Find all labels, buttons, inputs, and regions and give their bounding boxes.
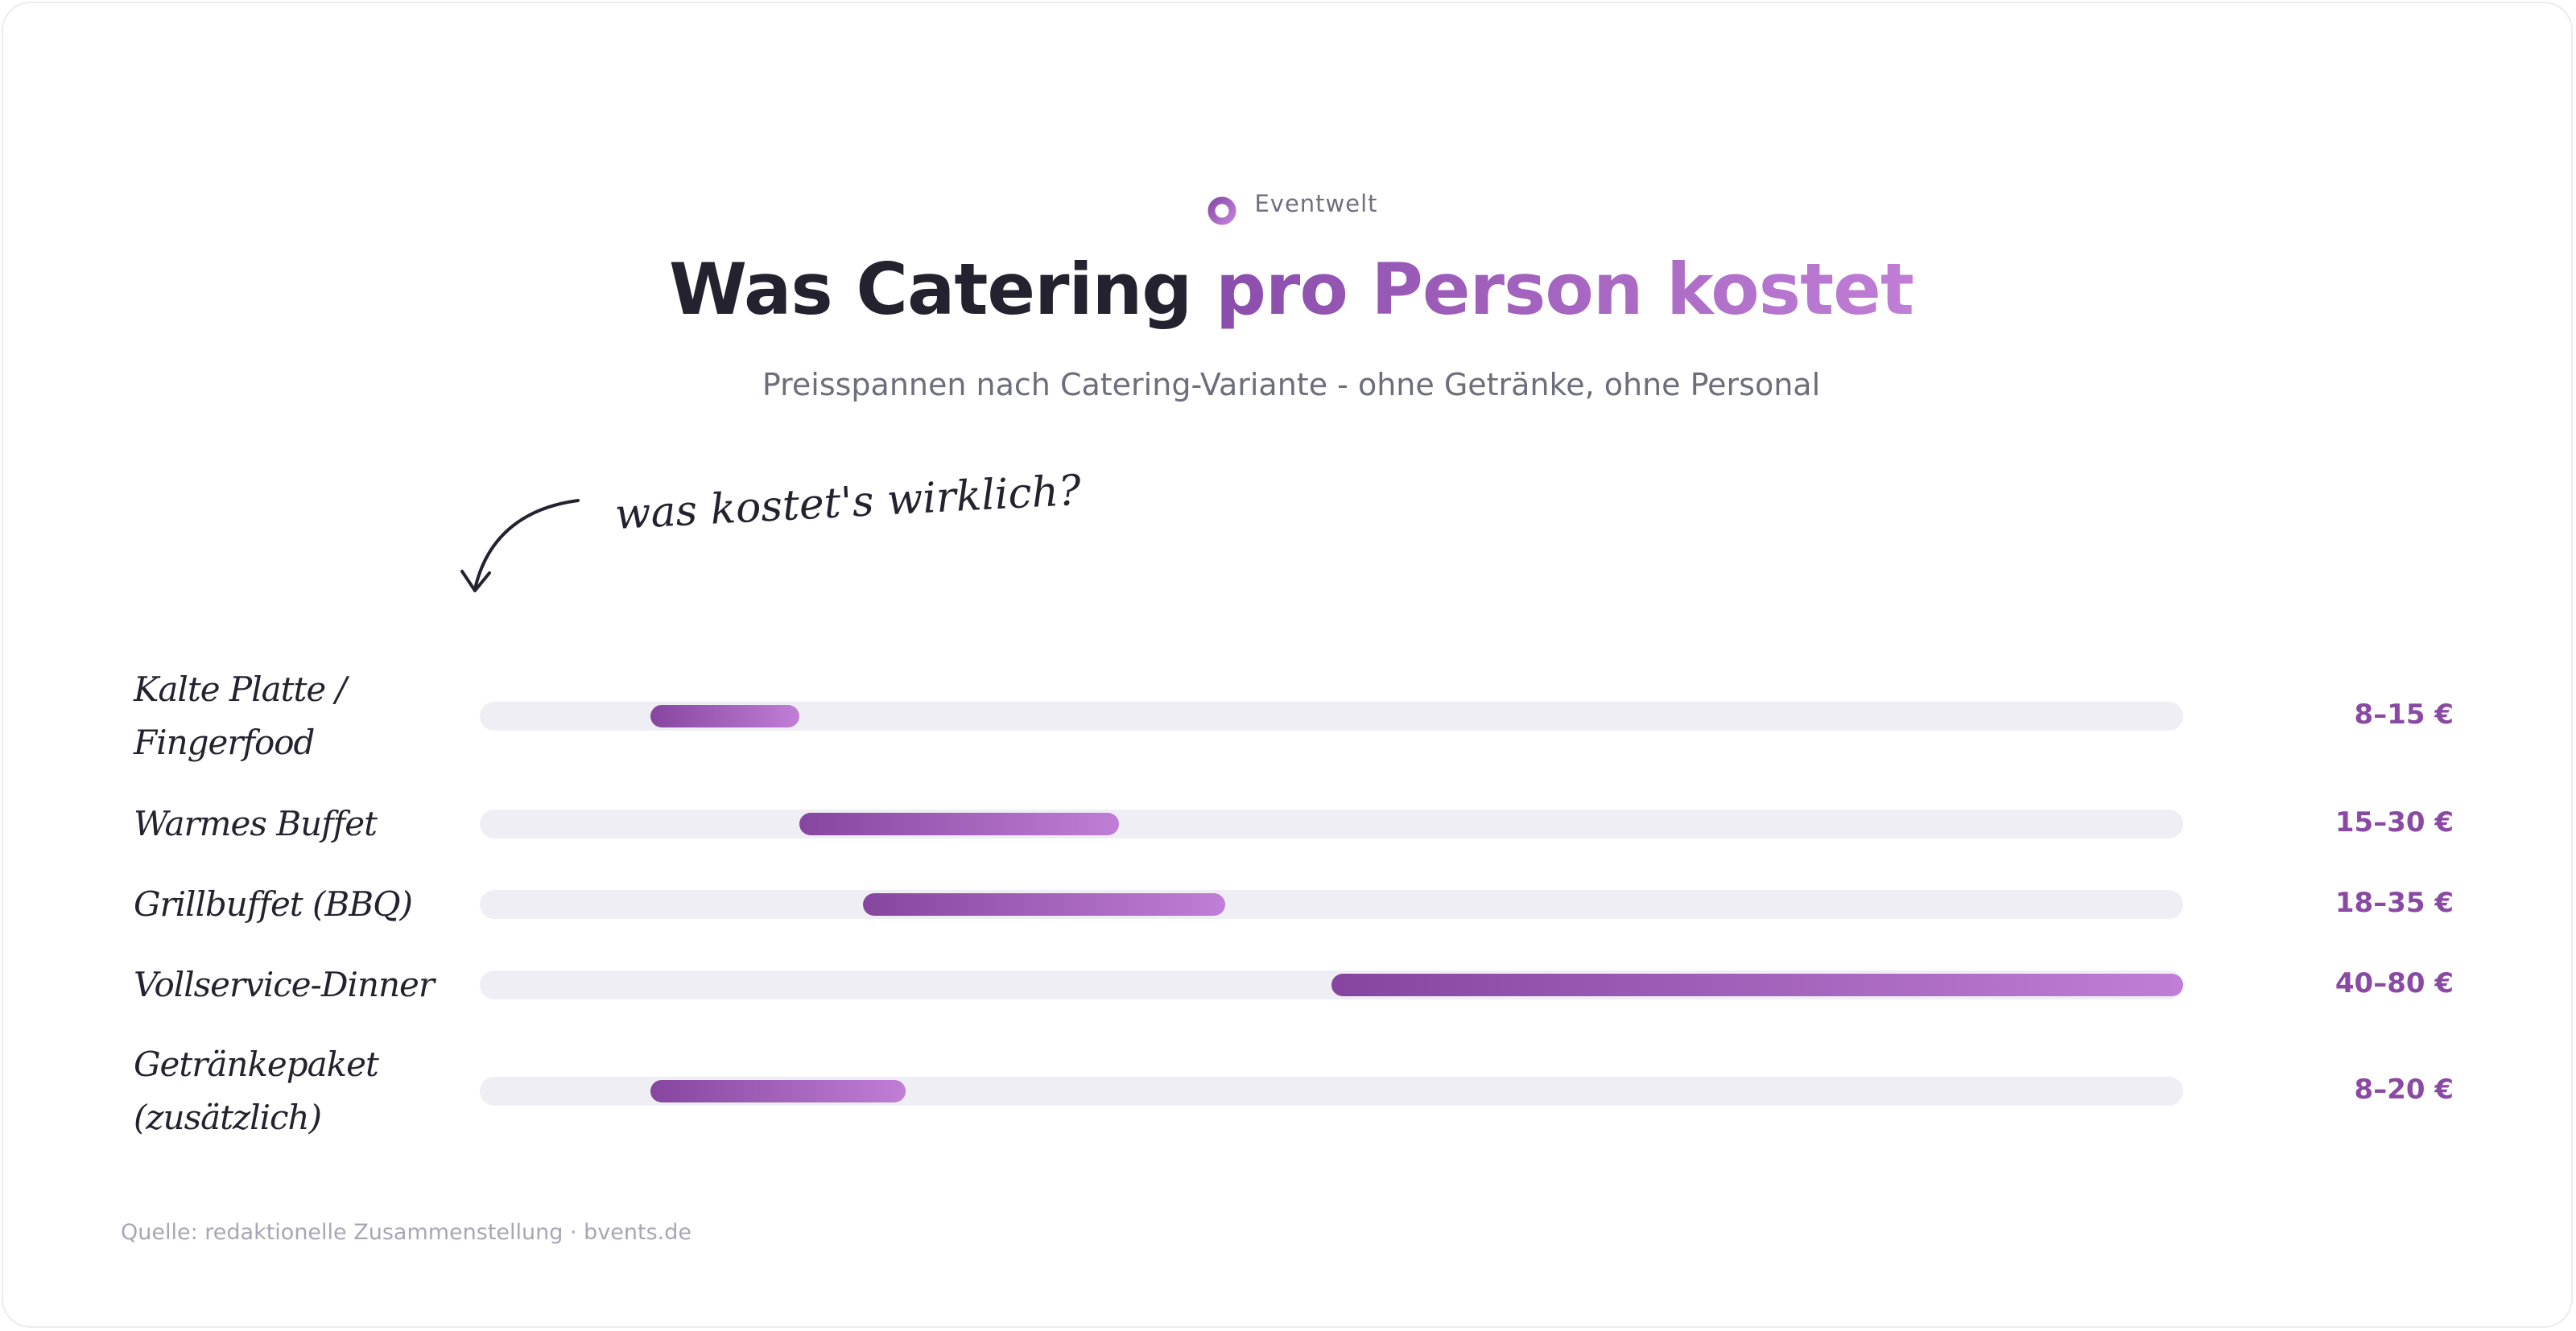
range-value-label: 15–30 €	[2334, 806, 2454, 839]
title-accent: pro Person kostet	[1215, 248, 1914, 331]
row-label: Grillbuffet (BBQ)	[134, 878, 472, 931]
row-label-line: Fingerfood	[134, 723, 315, 762]
row-label-line: Warmes Buffet	[134, 804, 378, 843]
range-bar	[650, 1080, 906, 1102]
row-label-line: Grillbuffet (BBQ)	[134, 884, 413, 924]
brand-logo-icon	[1205, 182, 1236, 225]
row-label: Kalte Platte / Fingerfood	[134, 663, 472, 769]
range-value-label: 40–80 €	[2334, 967, 2454, 999]
annotation-note: was kostet's wirklich?	[613, 466, 1083, 539]
range-bar	[863, 893, 1225, 916]
row-label: Vollservice-Dinner	[134, 958, 472, 1012]
range-value-label: 8–20 €	[2354, 1073, 2454, 1106]
row-label-line: Kalte Platte /	[134, 670, 347, 709]
row-label: Warmes Buffet	[134, 797, 472, 851]
range-bar	[650, 705, 799, 727]
source-note: Quelle: redaktionelle Zusammenstellung ·…	[121, 1220, 691, 1245]
bar-track	[480, 810, 2183, 839]
row-label-line: (zusätzlich)	[134, 1098, 322, 1137]
range-value-label: 18–35 €	[2334, 887, 2454, 919]
range-bar	[1331, 974, 2183, 996]
brand-name: Eventwelt	[1254, 190, 1378, 217]
row-label-line: Getränkepaket	[134, 1045, 379, 1084]
hand-drawn-arrow-icon	[460, 499, 580, 592]
range-bar	[799, 813, 1119, 835]
title-main: Was Catering	[669, 248, 1192, 331]
brand: Eventwelt	[3, 182, 2576, 225]
range-value-label: 8–15 €	[2354, 698, 2454, 731]
bar-track	[480, 890, 2183, 919]
row-label-line: Vollservice-Dinner	[134, 965, 435, 1004]
chart-title: Was Catering pro Person kostet	[3, 248, 2576, 331]
row-label: Getränkepaket (zusätzlich)	[134, 1038, 472, 1144]
chart-subtitle: Preisspannen nach Catering-Variante - oh…	[762, 367, 1821, 402]
